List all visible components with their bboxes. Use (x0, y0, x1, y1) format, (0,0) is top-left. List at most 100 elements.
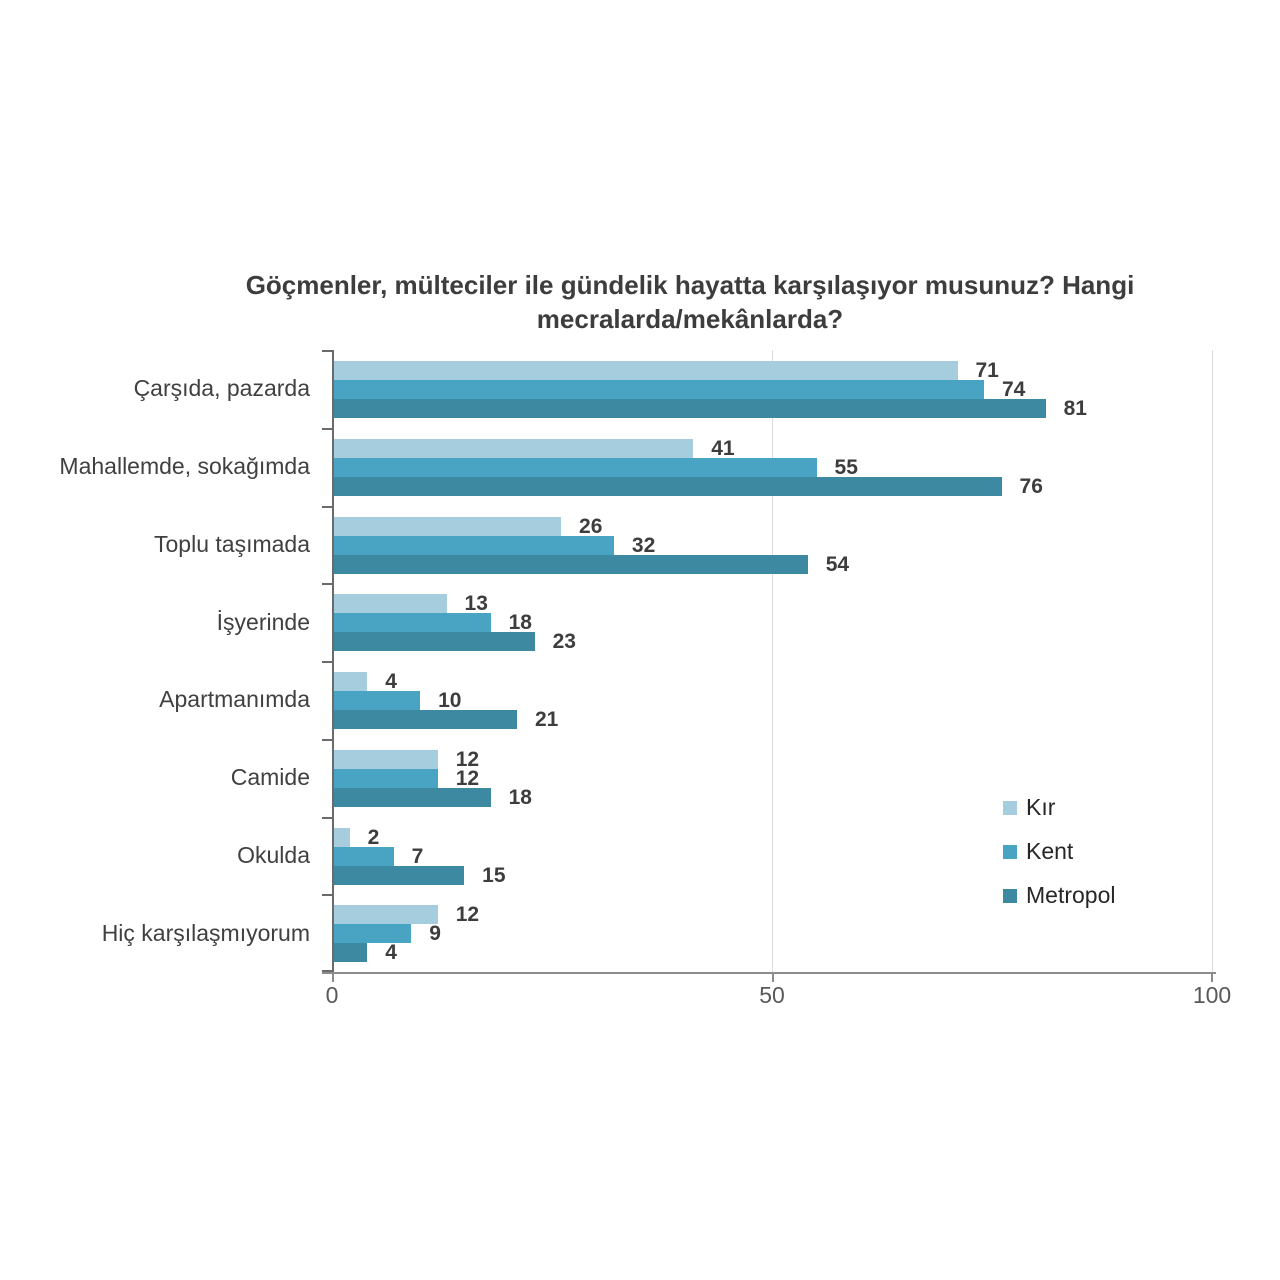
x-axis-line (322, 972, 1216, 974)
y-axis-tick (322, 427, 332, 430)
bar-row: 2 (332, 825, 1213, 849)
bar-row: 4 (332, 671, 1213, 692)
category-label: Apartmanımda (159, 686, 310, 713)
bar-metropol (332, 476, 1002, 496)
bar-row: 15 (332, 863, 1213, 887)
bar-kent (332, 535, 614, 555)
bar-row: 41 (332, 436, 1213, 460)
bar-value-label: 2 (367, 825, 380, 849)
legend-label-metropol: Metropol (1026, 882, 1116, 908)
bar-value-label: 41 (711, 436, 735, 460)
bar-row: 23 (332, 630, 1213, 654)
bar-kır (332, 749, 438, 769)
y-axis-tick (322, 583, 332, 586)
category-label: Toplu taşımada (154, 530, 310, 557)
bar-value-label: 7 (411, 844, 424, 868)
legend-swatch-kir-icon (1003, 800, 1017, 815)
category-label: Hiç karşılaşmıyorum (101, 919, 310, 946)
bar-kır (332, 438, 694, 458)
bar-row: 32 (332, 533, 1213, 557)
bar-row: 12 (332, 747, 1213, 771)
bar-kır (332, 361, 958, 380)
legend-item-metropol: Metropol (1003, 882, 1116, 908)
bar-value-label: 81 (1063, 397, 1087, 420)
x-axis-labels: 0 50 100 (326, 982, 1232, 1012)
bar-group: 12 12 18 (332, 739, 1213, 817)
bar-row: 74 (332, 378, 1213, 401)
bar-metropol (332, 865, 465, 885)
bar-group: 12 9 4 (332, 894, 1213, 972)
plot-area: 71 74 81 41 55 76 26 32 54 13 18 23 4 10 21 12 12 18 2 7 15 1… (322, 350, 1216, 982)
y-axis-tick (322, 505, 332, 508)
category-label: Çarşıda, pazarda (133, 375, 310, 402)
bar-group: 4 10 21 (332, 661, 1213, 739)
y-axis-tick (322, 816, 332, 819)
bar-value-label: 18 (508, 611, 532, 635)
bar-kır (332, 516, 562, 536)
bar-row: 12 (332, 903, 1213, 927)
bar-value-label: 10 (438, 689, 462, 712)
bar-value-label: 74 (1001, 378, 1026, 401)
bar-value-label: 32 (631, 533, 656, 557)
y-axis-line (332, 350, 334, 972)
legend-label-kir: Kır (1026, 794, 1056, 820)
category-label: Mahallemde, sokağımda (59, 453, 310, 480)
category-label: Okulda (237, 841, 310, 868)
bar-row: 21 (332, 708, 1213, 731)
category-label: İşyerinde (216, 608, 310, 635)
legend-item-kir: Kır (1003, 794, 1115, 820)
bar-value-label: 12 (455, 903, 480, 927)
x-axis-label-0: 0 (325, 982, 339, 1008)
bar-group: 26 32 54 (332, 506, 1213, 584)
gridline-100 (1212, 350, 1213, 972)
category-label: Camide (230, 764, 310, 791)
x-axis-tick-100 (1211, 974, 1213, 982)
bar-row: 26 (332, 516, 1213, 537)
bar-kır (332, 672, 368, 691)
bar-kent (332, 768, 438, 788)
bar-row: 81 (332, 397, 1213, 420)
bar-value-label: 12 (455, 766, 480, 790)
y-axis-tick (322, 661, 332, 663)
bar-value-label: 21 (535, 708, 559, 731)
bar-row: 71 (332, 359, 1213, 382)
legend-label-kent: Kent (1026, 838, 1074, 864)
bar-kent (332, 613, 491, 633)
bar-metropol (332, 632, 535, 652)
y-axis-tick (322, 970, 332, 972)
bar-value-label: 18 (508, 785, 532, 809)
bar-row: 55 (332, 455, 1213, 479)
bar-value-label: 4 (385, 941, 397, 965)
chart-title: Göçmenler, mülteciler ile gündelik hayat… (245, 270, 1135, 335)
x-axis-tick-50 (772, 974, 774, 982)
bar-value-label: 71 (975, 359, 999, 382)
bar-row: 4 (332, 941, 1213, 965)
bar-metropol (332, 554, 808, 574)
bar-row: 54 (332, 554, 1213, 575)
bar-row: 76 (332, 474, 1213, 498)
legend-item-kent: Kent (1003, 838, 1115, 864)
bar-kent (332, 691, 421, 710)
y-axis-tick (322, 894, 332, 897)
legend: Kır Kent Metropol (1003, 794, 1116, 908)
bar-metropol (332, 399, 1046, 418)
bar-value-label: 15 (482, 863, 506, 887)
bar-row: 12 (332, 766, 1213, 790)
bar-metropol (332, 787, 491, 807)
bar-value-label: 76 (1019, 474, 1043, 498)
bar-group: 71 74 81 (332, 350, 1213, 428)
bar-value-label: 23 (552, 630, 576, 654)
x-axis-tick-0 (332, 974, 334, 982)
bar-kent (332, 457, 817, 477)
bar-metropol (332, 943, 368, 963)
bar-value-label: 55 (834, 455, 858, 479)
legend-swatch-metropol-icon (1003, 888, 1017, 903)
gridline-50 (772, 350, 773, 972)
bar-metropol (332, 710, 517, 729)
bar-row: 7 (332, 844, 1213, 868)
y-axis-tick (322, 738, 332, 741)
bar-value-label: 12 (455, 747, 480, 771)
bar-row: 18 (332, 785, 1213, 809)
bar-value-label: 13 (464, 592, 488, 616)
